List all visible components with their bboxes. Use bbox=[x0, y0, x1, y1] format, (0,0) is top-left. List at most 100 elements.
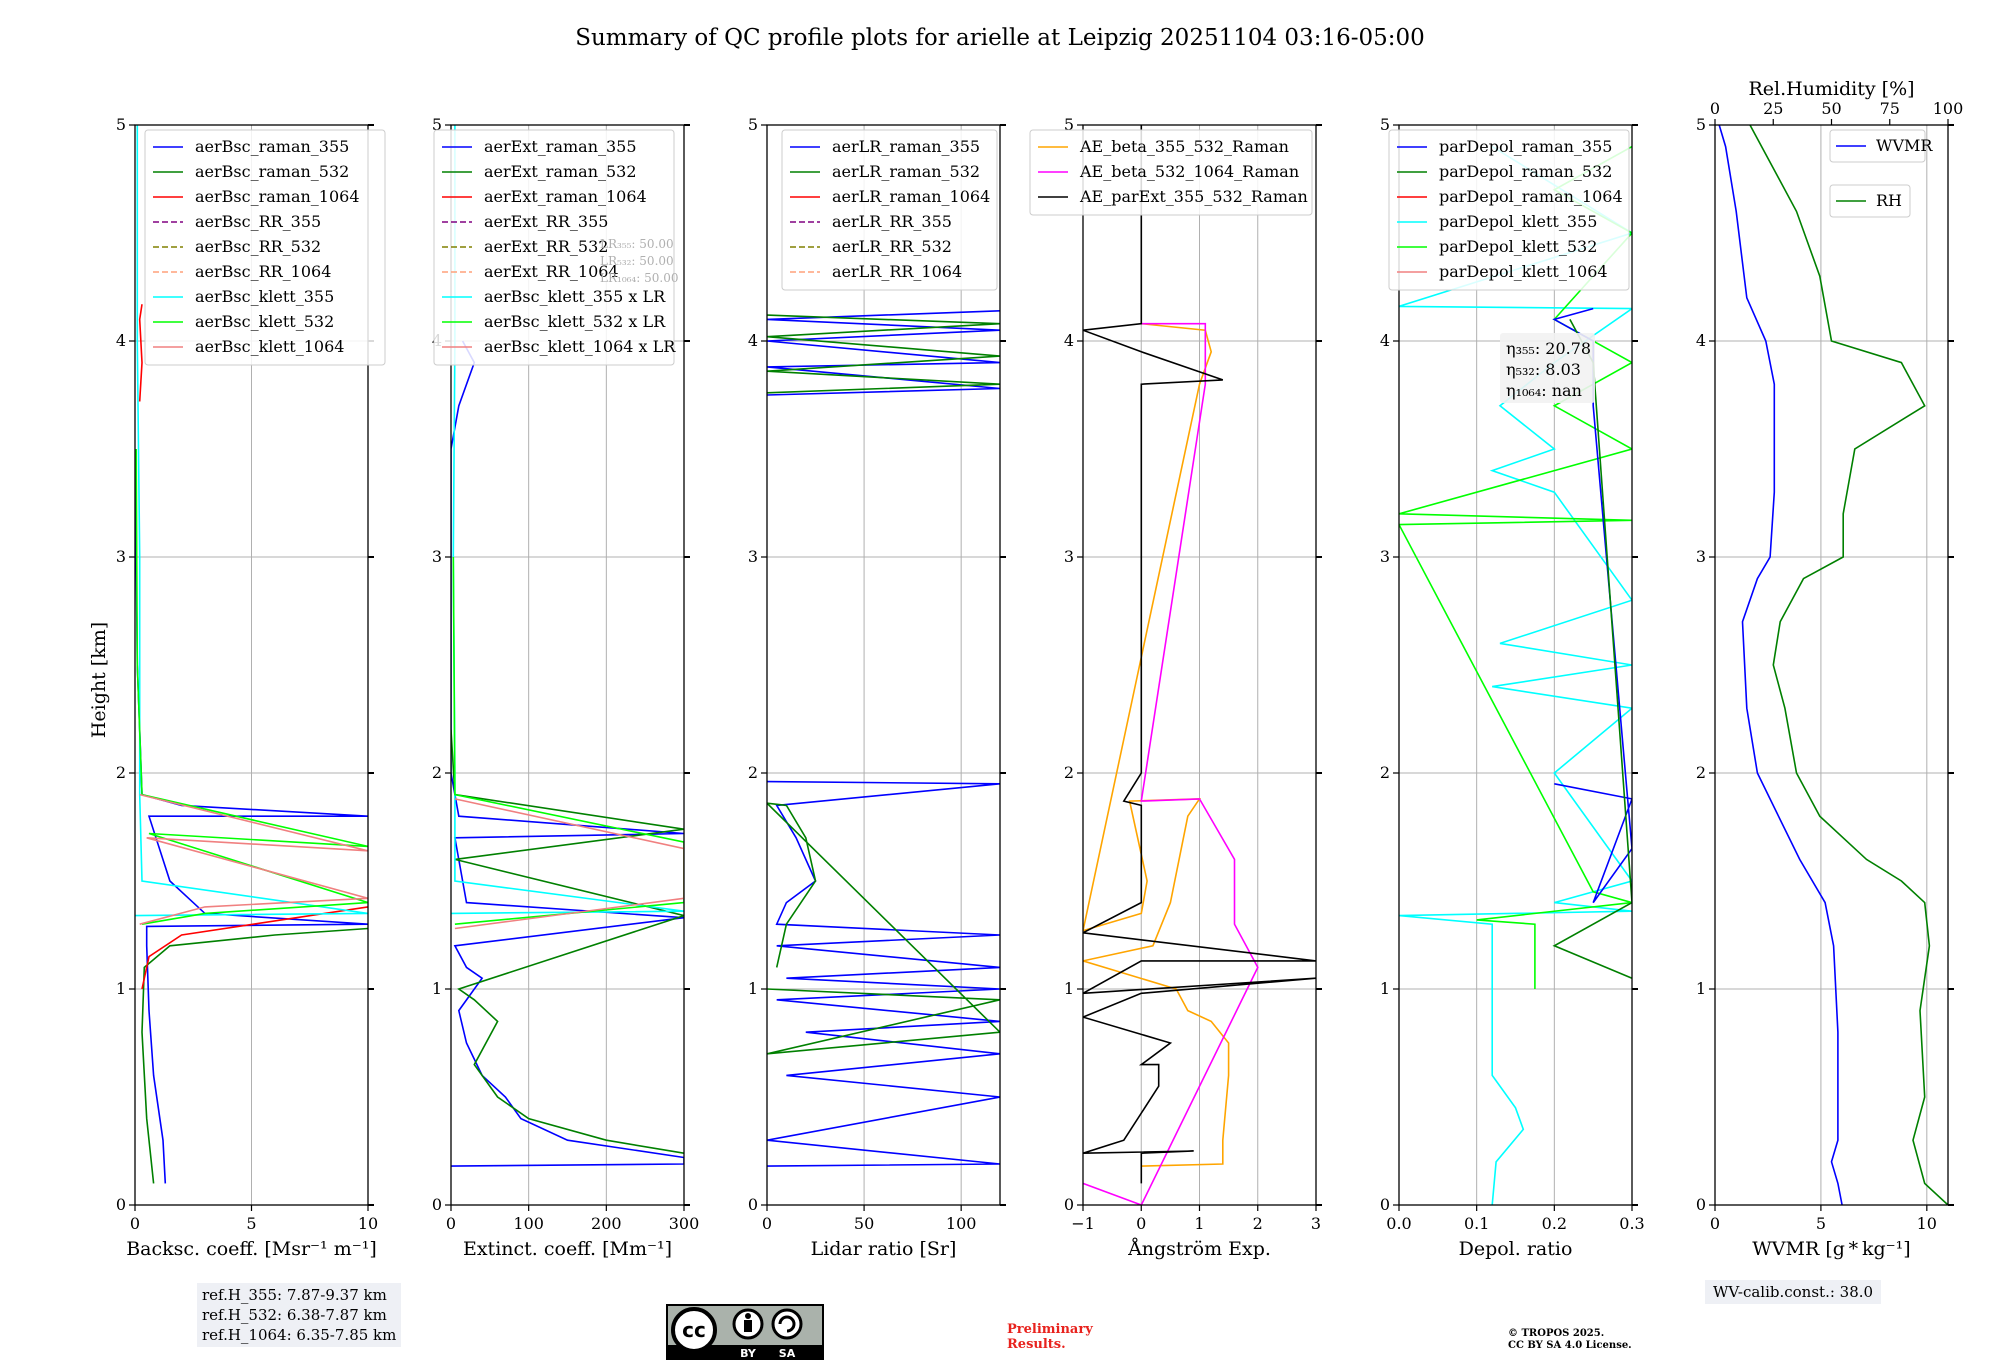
y-tick-label: 2 bbox=[1696, 763, 1706, 782]
legend-label: WVMR bbox=[1876, 136, 1933, 155]
legend-label: aerLR_raman_1064 bbox=[832, 187, 990, 206]
y-tick-label: 1 bbox=[116, 979, 126, 998]
y-tick-label: 1 bbox=[432, 979, 442, 998]
top-x-tick-label: 0 bbox=[1710, 99, 1720, 118]
x-tick-label: 300 bbox=[669, 1214, 700, 1233]
copyright-notice: © TROPOS 2025. CC BY SA 4.0 License. bbox=[1508, 1328, 1632, 1352]
legend: AE_beta_355_532_Raman AE_beta_532_1064_Ra… bbox=[1029, 129, 1313, 216]
y-tick-label: 5 bbox=[432, 115, 442, 134]
by-label: BY bbox=[740, 1347, 757, 1360]
x-tick-label: 0 bbox=[1136, 1214, 1146, 1233]
lr-value-label: LR₅₃₂: 50.00 bbox=[600, 254, 674, 268]
legend-label: parDepol_raman_1064 bbox=[1439, 187, 1623, 206]
top-x-tick-label: 75 bbox=[1880, 99, 1900, 118]
eta-label: η₃₅₅: 20.78 bbox=[1506, 339, 1591, 358]
series-group bbox=[767, 310, 1000, 1167]
series-line-aerLR_raman_355 bbox=[767, 780, 1000, 1167]
series-line-aerBsc_klett_532 bbox=[135, 448, 368, 925]
x-axis-label: WVMR [g * kg⁻¹] bbox=[1752, 1238, 1910, 1260]
series-line-WVMR bbox=[1718, 125, 1843, 1205]
series-group bbox=[135, 125, 368, 1184]
series-line-klett_532xLR bbox=[452, 556, 684, 925]
y-tick-label: 0 bbox=[748, 1195, 758, 1214]
legend-label: aerBsc_raman_1064 bbox=[195, 187, 360, 206]
axes-frame bbox=[450, 124, 685, 1206]
x-tick-label: 0.0 bbox=[1386, 1214, 1411, 1233]
x-tick-label: 50 bbox=[854, 1214, 874, 1233]
y-tick-label: 5 bbox=[116, 115, 126, 134]
y-tick-label: 5 bbox=[1696, 115, 1706, 134]
legend-label: aerBsc_RR_532 bbox=[195, 237, 321, 256]
y-tick-label: 5 bbox=[1380, 115, 1390, 134]
y-tick-label: 0 bbox=[1380, 1195, 1390, 1214]
lr-value-label: LR₃₅₅: 50.00 bbox=[600, 237, 674, 251]
panel-ext: 0100200300012345Extinct. coeff. [Mm⁻¹]ae… bbox=[432, 115, 699, 1260]
top-x-axis-label: Rel.Humidity [%] bbox=[1748, 78, 1914, 100]
y-tick-label: 2 bbox=[748, 763, 758, 782]
x-axis-label: Lidar ratio [Sr] bbox=[811, 1238, 957, 1260]
y-tick-label: 1 bbox=[1696, 979, 1706, 998]
legend: aerExt_raman_355 aerExt_raman_532 aerExt_r… bbox=[433, 129, 676, 366]
ref-height-355: ref.H_355: 7.87-9.37 km bbox=[202, 1286, 387, 1304]
y-tick-label: 3 bbox=[1696, 547, 1706, 566]
legend-label: AE_parExt_355_532_Raman bbox=[1079, 187, 1308, 206]
y-tick-label: 3 bbox=[432, 547, 442, 566]
ref-height-1064: ref.H_1064: 6.35-7.85 km bbox=[202, 1326, 397, 1344]
x-tick-label: 100 bbox=[946, 1214, 977, 1233]
legend-label: aerExt_raman_532 bbox=[484, 162, 637, 181]
legend-label: aerLR_raman_532 bbox=[832, 162, 980, 181]
eta-box bbox=[1500, 333, 1595, 403]
series-line-AE_beta_532_1064_Raman bbox=[1083, 322, 1259, 1205]
legend-label: parDepol_raman_532 bbox=[1439, 162, 1612, 181]
series-line-AE_parExt_355_532_Raman bbox=[1083, 125, 1316, 1184]
x-tick-label: 1 bbox=[1194, 1214, 1204, 1233]
cc-license-badge: cc BY SA bbox=[666, 1304, 824, 1360]
legend-label: aerLR_RR_355 bbox=[832, 212, 952, 231]
legend-label: AE_beta_532_1064_Raman bbox=[1079, 162, 1299, 181]
y-tick-label: 3 bbox=[748, 547, 758, 566]
legend-label: aerExt_raman_1064 bbox=[484, 187, 647, 206]
preliminary-notice: Preliminary Results. bbox=[1007, 1322, 1093, 1352]
cc-text: cc bbox=[682, 1318, 706, 1342]
wv-calibration-box: WV-calib.const.: 38.0 bbox=[1705, 1280, 1882, 1304]
preliminary-line-2: Results. bbox=[1007, 1337, 1066, 1352]
lr-value-label: LR₁₀₆₄: 50.00 bbox=[600, 271, 678, 285]
copyright-line-2: CC BY SA 4.0 License. bbox=[1508, 1340, 1632, 1351]
eta-label: η₅₃₂: 8.03 bbox=[1506, 360, 1581, 379]
legend-label: aerLR_RR_532 bbox=[832, 237, 952, 256]
y-tick-label: 4 bbox=[1380, 331, 1390, 350]
legend-label: aerBsc_RR_1064 bbox=[195, 262, 331, 281]
top-x-tick-label: 100 bbox=[1933, 99, 1964, 118]
x-tick-label: 0.1 bbox=[1464, 1214, 1489, 1233]
x-tick-label: 0 bbox=[130, 1214, 140, 1233]
legend-label: aerExt_raman_355 bbox=[484, 137, 637, 156]
y-tick-label: 3 bbox=[116, 547, 126, 566]
top-x-tick-label: 25 bbox=[1763, 99, 1783, 118]
y-tick-label: 2 bbox=[1064, 763, 1074, 782]
cc-icon bbox=[671, 1307, 717, 1353]
series-line-klett_1064xLR bbox=[454, 798, 684, 930]
legend-rh: RH bbox=[1829, 184, 1911, 218]
legend: aerBsc_raman_355 aerBsc_raman_532 aerBsc_r… bbox=[144, 129, 386, 366]
axes-frame bbox=[1714, 124, 1949, 1206]
legend-label: aerBsc_raman_355 bbox=[195, 137, 349, 156]
legend-label: aerExt_RR_355 bbox=[484, 212, 608, 231]
panel-lr: 0 50 100 0 1 2 3 4 5 Lidar ratio [Sr] aerLR_raman_… bbox=[748, 115, 1006, 1260]
x-tick-label: 0.3 bbox=[1619, 1214, 1644, 1233]
legend-label: aerLR_RR_1064 bbox=[832, 262, 962, 281]
series-line-RH bbox=[1749, 125, 1948, 1205]
x-tick-label: −1 bbox=[1071, 1214, 1095, 1233]
series-line-AE_beta_355_532_Raman bbox=[1083, 322, 1230, 1167]
series-line-aerExt_raman_532 bbox=[451, 729, 684, 1154]
series-line-aerLR_raman_532 bbox=[767, 802, 1000, 1055]
y-tick-label: 0 bbox=[432, 1195, 442, 1214]
series-group bbox=[1083, 125, 1316, 1205]
y-tick-label: 4 bbox=[116, 331, 126, 350]
x-axis-label: Extinct. coeff. [Mm⁻¹] bbox=[463, 1238, 672, 1260]
series-line-cloud_LR_532 bbox=[767, 314, 1000, 394]
x-tick-label: 5 bbox=[1816, 1214, 1826, 1233]
